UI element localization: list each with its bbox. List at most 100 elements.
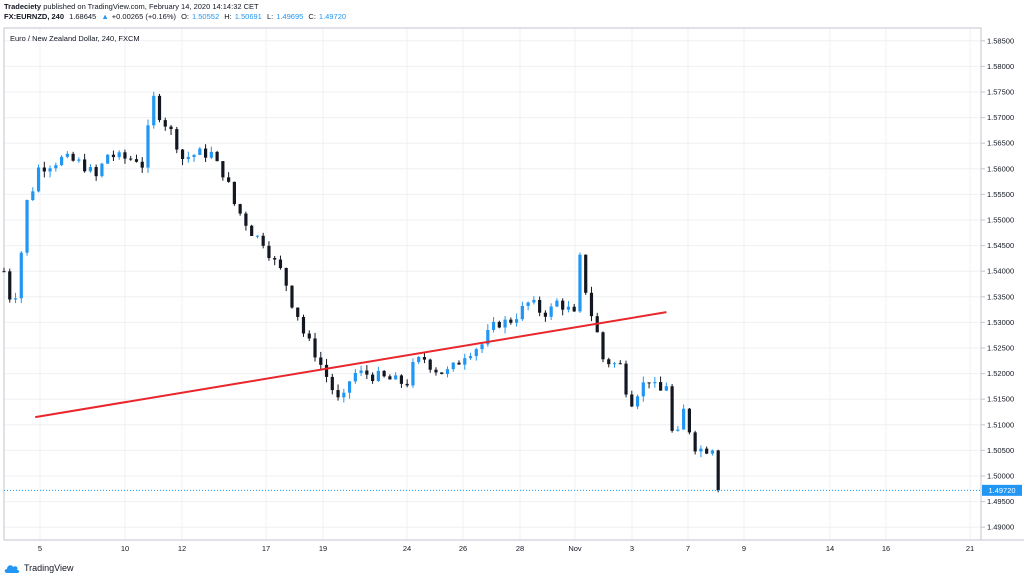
candle-body — [8, 271, 12, 300]
candle-body — [336, 390, 340, 398]
price-tick-label: 1.57000 — [987, 113, 1014, 122]
candle — [192, 154, 196, 162]
candle-body — [347, 381, 352, 393]
candle — [670, 383, 674, 433]
time-tick-label: Nov — [568, 544, 582, 553]
candle-body — [463, 358, 467, 365]
candle — [273, 255, 277, 266]
candle — [94, 164, 98, 181]
candle — [198, 146, 202, 156]
candle — [296, 307, 300, 321]
price-tick-label: 1.53000 — [987, 318, 1014, 327]
candle — [25, 199, 29, 256]
last-price-label: 1.49720 — [988, 486, 1015, 495]
time-tick-label: 14 — [826, 544, 834, 553]
candle — [399, 374, 404, 388]
candle — [203, 144, 208, 162]
candle — [480, 342, 484, 354]
candle-body — [250, 225, 254, 236]
candle — [221, 161, 225, 181]
price-tick-label: 1.55000 — [987, 216, 1014, 225]
candle-body — [353, 372, 357, 382]
candle-body — [647, 382, 651, 384]
candle — [497, 320, 501, 329]
time-tick-label: 12 — [178, 544, 186, 553]
arrow-up-icon: ▲ — [101, 12, 109, 21]
candle — [382, 369, 386, 378]
candle-body — [584, 254, 588, 293]
candle-body — [324, 364, 329, 377]
candle — [117, 150, 121, 160]
candle-body — [526, 302, 530, 306]
candle-body — [555, 300, 559, 307]
time-axis[interactable]: 5 10 12 17 19 24 26 28 Nov 3 7 9 14 16 21 — [38, 544, 974, 553]
candle-body — [31, 191, 35, 201]
candle-body — [359, 370, 363, 373]
high-label: H: — [224, 12, 232, 21]
candle — [705, 446, 709, 455]
candle-body — [88, 167, 92, 172]
candle-body — [117, 152, 121, 158]
candle-body — [19, 252, 23, 299]
candle-body — [25, 200, 29, 253]
candle-body — [106, 154, 110, 164]
candle — [324, 358, 329, 383]
chart-header: Tradeciety published on TradingView.com,… — [4, 2, 1004, 28]
price-tick-label: 1.55500 — [987, 190, 1014, 199]
candle-body — [417, 357, 421, 363]
candle-body — [445, 369, 450, 374]
candle — [163, 117, 167, 131]
price-tick-label: 1.58000 — [987, 62, 1014, 71]
candle — [301, 314, 306, 337]
candle-body — [491, 321, 496, 330]
candle — [451, 362, 455, 372]
symbol-label: FX:EURNZD, 240 — [4, 12, 65, 21]
candle-body — [180, 149, 185, 160]
candle — [647, 382, 651, 389]
candle — [612, 361, 617, 368]
candle-body — [267, 245, 271, 259]
plot-area-border — [3, 27, 982, 541]
candle — [129, 155, 133, 161]
publisher-name[interactable]: Tradeciety — [4, 2, 42, 11]
trendline[interactable] — [35, 311, 667, 419]
candle — [290, 285, 294, 309]
tradingview-logo[interactable]: TradingView — [4, 561, 74, 575]
candle — [463, 353, 467, 370]
candle — [8, 268, 12, 303]
time-tick-label: 16 — [882, 544, 890, 553]
price-tick-label: 1.51000 — [987, 420, 1014, 429]
published-text: published on TradingView.com, February 1… — [43, 2, 259, 11]
candle — [515, 313, 519, 327]
candle — [134, 154, 139, 163]
candle — [440, 372, 444, 375]
candle — [618, 360, 622, 365]
candle — [209, 146, 213, 160]
candle-body — [641, 382, 645, 397]
chart-title: Euro / New Zealand Dollar, 240, FXCM — [10, 34, 140, 43]
candle — [313, 332, 317, 362]
candle-body — [2, 271, 6, 273]
price-axis[interactable]: 1.58500 1.58000 1.57500 1.57000 1.56500 1.560… — [981, 36, 1014, 532]
time-tick-label: 9 — [742, 544, 746, 553]
time-tick-label: 21 — [966, 544, 974, 553]
time-tick-label: 19 — [319, 544, 327, 553]
candle — [538, 296, 542, 317]
time-tick-label: 5 — [38, 544, 42, 553]
last-price-tag: 1.49720 — [982, 484, 1022, 496]
high-value: 1.50691 — [234, 12, 262, 21]
candle-body — [330, 376, 334, 391]
candle-body — [670, 386, 674, 431]
close-label: C: — [308, 12, 316, 21]
candle-body — [376, 370, 380, 381]
price-tick-label: 1.52000 — [987, 369, 1014, 378]
candle-body — [468, 356, 473, 359]
time-tick-label: 28 — [516, 544, 524, 553]
candle — [278, 255, 283, 270]
candle-body — [140, 161, 144, 168]
candle-body — [538, 299, 542, 313]
candle — [59, 155, 64, 167]
candle — [428, 358, 432, 373]
price-tick-label: 1.50000 — [987, 472, 1014, 481]
